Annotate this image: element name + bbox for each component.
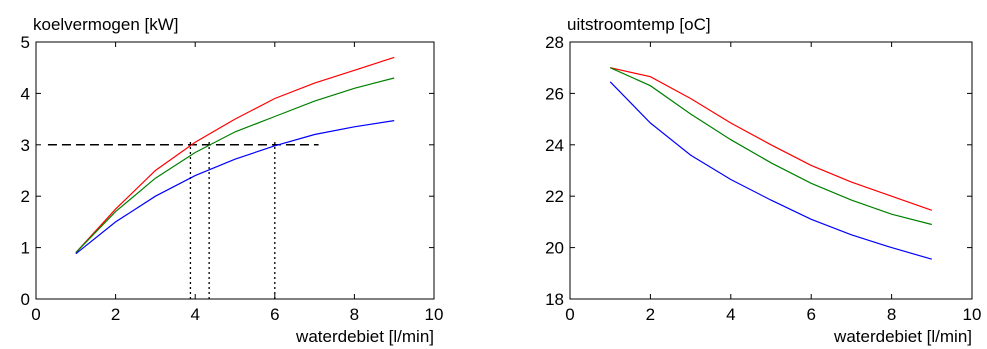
x-tick-label: 2 bbox=[646, 305, 655, 324]
y-tick-label: 2 bbox=[21, 187, 30, 206]
chart-koelvermogen: koelvermogen [kW] 0 2 4 6 8 10 0 1 2 3 4 5 waterdeb… bbox=[21, 15, 444, 346]
x-tick-label: 8 bbox=[350, 305, 359, 324]
y-tick-label: 5 bbox=[21, 33, 30, 52]
x-tick-label: 0 bbox=[31, 305, 40, 324]
y-tick-label: 20 bbox=[545, 239, 564, 258]
x-tick-label: 4 bbox=[726, 305, 735, 324]
x-axis-label: waterdebiet [l/min] bbox=[833, 327, 972, 346]
x-tick-label: 6 bbox=[806, 305, 815, 324]
series-line bbox=[610, 67, 932, 211]
y-tick-label: 28 bbox=[545, 33, 564, 52]
y-tick-label: 0 bbox=[21, 290, 30, 309]
series-line bbox=[75, 77, 395, 254]
x-tick-label: 2 bbox=[111, 305, 120, 324]
plot-area: 0 2 4 6 8 10 0 1 2 3 4 5 bbox=[21, 33, 444, 324]
chart-title: uitstroomtemp [oC] bbox=[567, 15, 711, 34]
series-line bbox=[75, 120, 395, 255]
x-tick-label: 10 bbox=[963, 305, 982, 324]
y-tick-label: 26 bbox=[545, 84, 564, 103]
y-tick-label: 18 bbox=[545, 290, 564, 309]
y-tick-label: 3 bbox=[21, 136, 30, 155]
y-tick-label: 22 bbox=[545, 187, 564, 206]
x-tick-label: 0 bbox=[565, 305, 574, 324]
axes-frame bbox=[35, 41, 435, 300]
axes-frame bbox=[569, 41, 973, 300]
y-tick-label: 24 bbox=[545, 136, 564, 155]
x-tick-label: 8 bbox=[887, 305, 896, 324]
chart-title: koelvermogen [kW] bbox=[33, 15, 179, 34]
x-tick-label: 6 bbox=[270, 305, 279, 324]
x-axis-label: waterdebiet [l/min] bbox=[295, 327, 434, 346]
x-tick-label: 10 bbox=[425, 305, 444, 324]
y-tick-label: 1 bbox=[21, 239, 30, 258]
series-line bbox=[609, 67, 932, 226]
series-line bbox=[75, 56, 395, 254]
x-tick-label: 4 bbox=[190, 305, 199, 324]
y-tick-label: 4 bbox=[21, 84, 30, 103]
series-line bbox=[609, 81, 932, 260]
